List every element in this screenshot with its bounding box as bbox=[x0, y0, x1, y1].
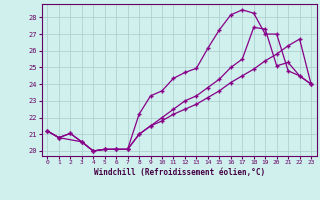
X-axis label: Windchill (Refroidissement éolien,°C): Windchill (Refroidissement éolien,°C) bbox=[94, 168, 265, 177]
